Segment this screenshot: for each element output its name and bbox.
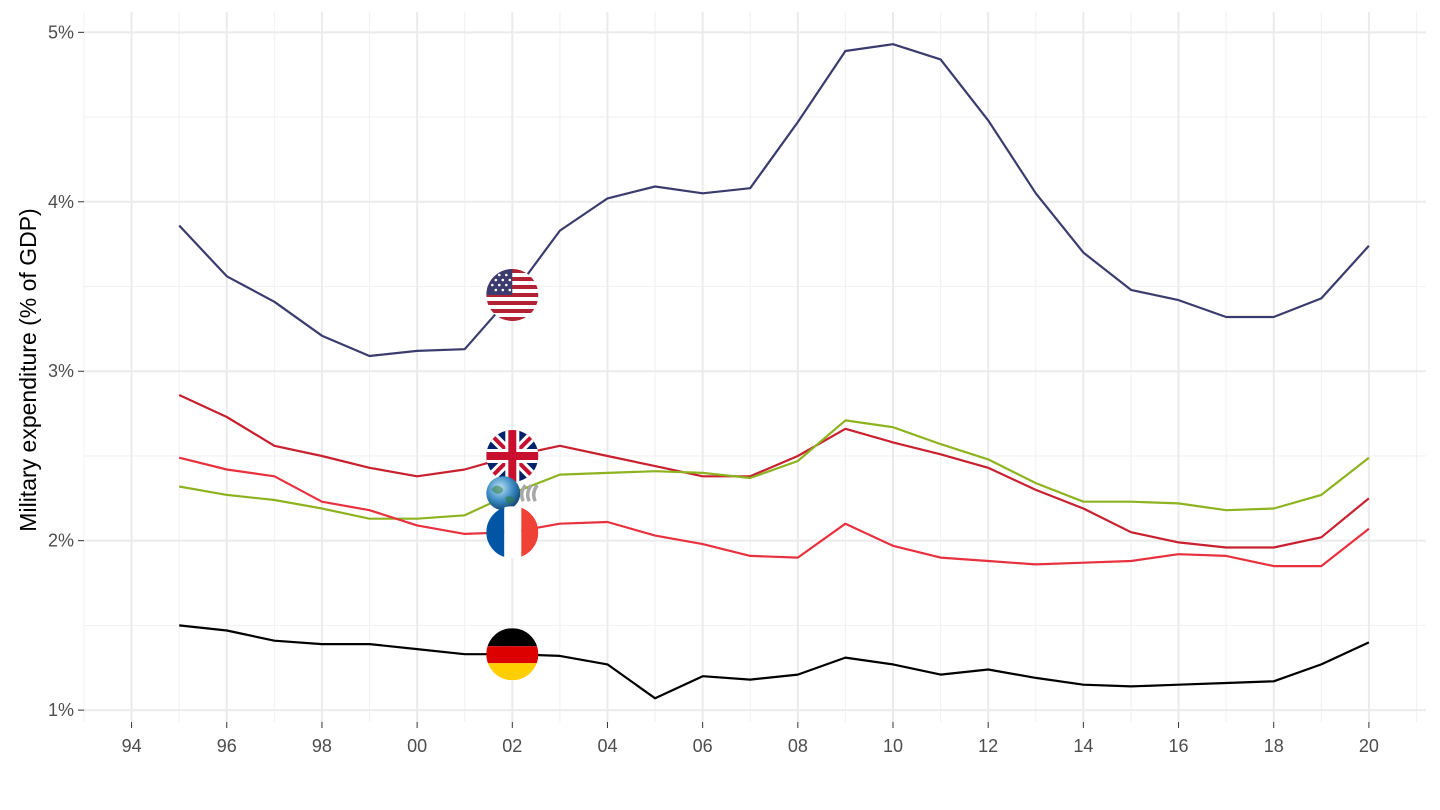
series-line-oecd (179, 419, 1370, 520)
x-tick-label: 94 (122, 736, 142, 756)
x-tick-label: 04 (597, 736, 617, 756)
x-tick-label: 00 (407, 736, 427, 756)
oecd-icon (486, 476, 539, 511)
x-tick-label: 14 (1073, 736, 1093, 756)
y-tick-label: 5% (48, 22, 74, 42)
x-tick-label: 06 (693, 736, 713, 756)
x-tick-label: 02 (502, 736, 522, 756)
y-tick-label: 4% (48, 192, 74, 212)
axes: 1% 2% 3% 4% 5% 94 96 98 00 02 04 06 08 10 12 14 16 18 20 (48, 22, 1379, 756)
y-tick-label: 3% (48, 361, 74, 381)
y-tick-label: 1% (48, 700, 74, 720)
x-tick-label: 20 (1359, 736, 1379, 756)
france-flag-icon (486, 506, 539, 559)
y-axis-title: Military expenditure (% of GDP) (15, 208, 41, 531)
series-line-germany-flag (179, 624, 1370, 700)
series-line-france-flag (178, 456, 1370, 568)
germany-flag-icon (486, 628, 539, 681)
x-tick-label: 10 (883, 736, 903, 756)
us-flag-icon (486, 269, 539, 321)
grid (83, 12, 1426, 722)
y-tick-label: 2% (48, 531, 74, 551)
x-tick-label: 16 (1169, 736, 1189, 756)
series-line-uk-flag (178, 394, 1370, 549)
x-tick-label: 96 (217, 736, 237, 756)
x-tick-label: 98 (312, 736, 332, 756)
series-line-us-flag (178, 43, 1370, 358)
x-tick-label: 08 (788, 736, 808, 756)
x-tick-label: 18 (1264, 736, 1284, 756)
uk-flag-icon (486, 430, 539, 482)
x-tick-label: 12 (978, 736, 998, 756)
series-lines (178, 43, 1370, 700)
